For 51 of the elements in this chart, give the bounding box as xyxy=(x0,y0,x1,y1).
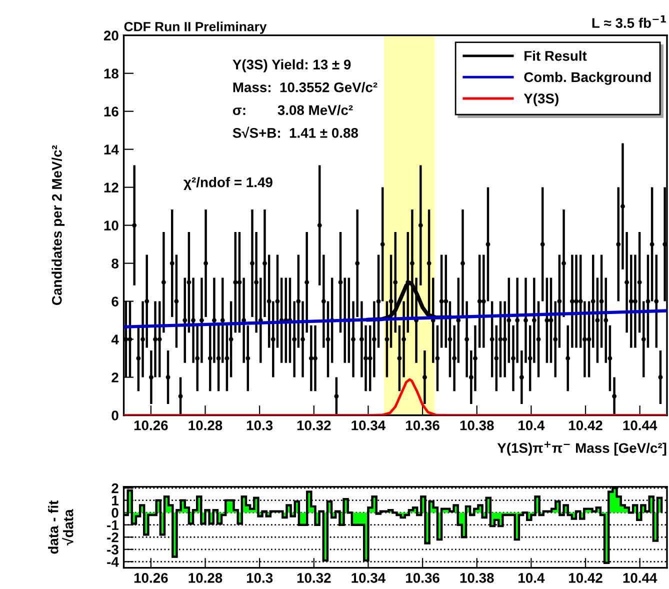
y-tick-label: 6 xyxy=(112,296,118,306)
legend-label: Comb. Background xyxy=(524,72,651,85)
x-tick-label: 10.44 xyxy=(623,420,658,430)
chart-title: CDF Run II Preliminary xyxy=(124,22,267,34)
x-tick-label: 10.36 xyxy=(406,420,440,430)
y-tick-label: 14 xyxy=(104,144,119,154)
y-tick-label: 2 xyxy=(112,372,118,382)
y-tick-label: 4 xyxy=(111,334,119,344)
x-tick-label: 10.3 xyxy=(246,420,273,430)
x-tick-label: 10.28 xyxy=(188,420,222,430)
x-tick-label: 10.34 xyxy=(352,420,386,430)
annotation: Mass: 10.3552 GeV/c² xyxy=(233,82,378,92)
x-tick-label: 10.26 xyxy=(134,420,168,430)
annotation: σ: 3.08 MeV/c² xyxy=(232,104,353,116)
x-tick-label: 10.42 xyxy=(569,573,602,583)
y-tick-label: 10 xyxy=(104,220,118,230)
annotation: Υ(3S) Yield: 13 ± 9 xyxy=(232,59,351,72)
y-axis-title: Candidates per 2 MeV/c² xyxy=(52,145,65,305)
x-tick-label: 10.44 xyxy=(623,573,658,583)
y-tick-label: 0 xyxy=(112,410,118,420)
y-tick-label: 1 xyxy=(112,496,119,506)
x-tick-label: 10.28 xyxy=(188,573,222,583)
x-tick-label: 10.32 xyxy=(297,420,331,430)
x-tick-label: 10.4 xyxy=(518,420,545,430)
x-tick-label: 10.38 xyxy=(460,573,494,583)
text: L ≈ 3.5 fb$^{−1}$ xyxy=(592,15,666,28)
x-tick-label: 10.32 xyxy=(297,573,331,583)
x-tick-label: 10.3 xyxy=(246,573,273,583)
x-axis-title: Υ(1S)π$^{+}$π$^{−}$ Mass [GeV/c²] xyxy=(497,441,666,456)
x-tick-label: 10.36 xyxy=(406,573,440,583)
y-axis-title: data - fit √data xyxy=(48,500,74,554)
legend-label: Fit Result xyxy=(524,50,587,61)
y-tick-label: 16 xyxy=(104,106,118,116)
y-tick-label: -3 xyxy=(107,544,118,555)
y-tick-label: 8 xyxy=(112,258,118,268)
x-tick-label: 10.26 xyxy=(134,573,168,583)
y-tick-label: 2 xyxy=(112,483,118,494)
annotation: χ²/ndof = 1.49 xyxy=(184,177,272,190)
y-tick-label: 0 xyxy=(112,508,118,518)
y-tick-label: 20 xyxy=(104,30,118,41)
y-tick-label: 12 xyxy=(104,182,118,192)
y-tick-label: 18 xyxy=(104,68,118,78)
x-tick-label: 10.38 xyxy=(460,420,494,430)
y-tick-label: -4 xyxy=(107,557,119,567)
x-tick-label: 10.42 xyxy=(569,420,602,430)
annotation: S√S+B: 1.41 ± 0.88 xyxy=(232,126,358,138)
legend-label: Υ(3S) xyxy=(524,93,558,106)
y-tick-label: -1 xyxy=(107,520,119,530)
y-tick-label: -2 xyxy=(107,532,118,542)
x-tick-label: 10.34 xyxy=(352,573,386,583)
x-tick-label: 10.4 xyxy=(518,573,545,583)
